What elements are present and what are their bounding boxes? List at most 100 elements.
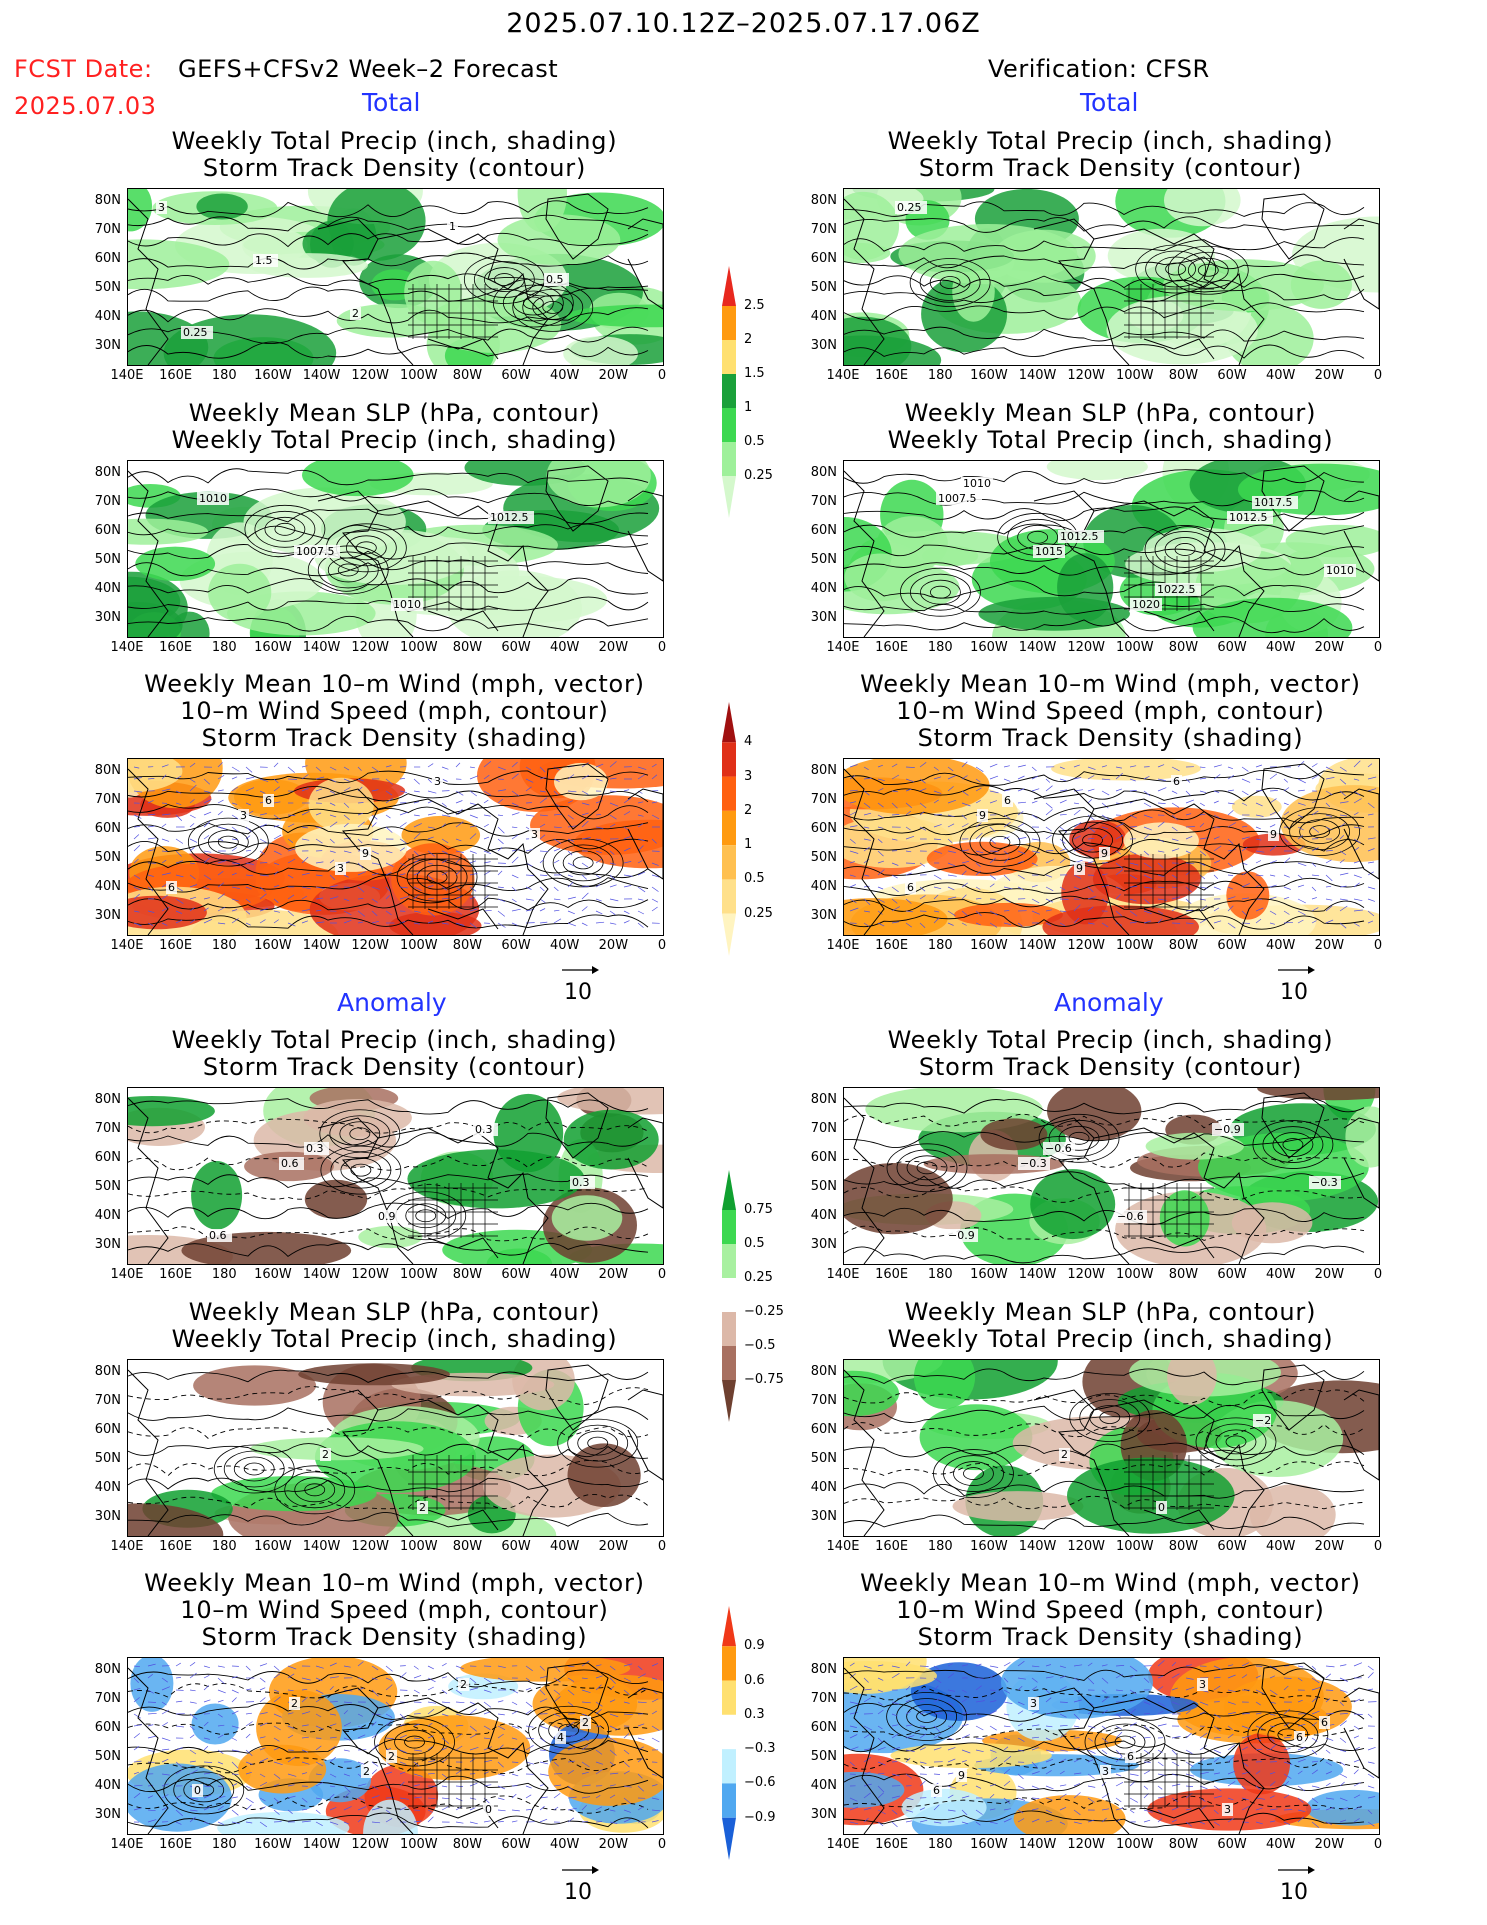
lon-label: 20W <box>598 640 629 655</box>
lat-label: 40N <box>94 1480 121 1495</box>
lon-label: 120W <box>1067 1837 1105 1852</box>
lon-label: 180 <box>927 640 953 655</box>
lat-label: 80N <box>94 465 121 480</box>
contour-label: −0.6 <box>1117 1210 1144 1223</box>
contour-label: 0.3 <box>306 1142 324 1155</box>
panel-title-line: 10–m Wind Speed (mph, contour) <box>896 1596 1325 1624</box>
lon-label: 60W <box>1217 640 1247 655</box>
lon-label: 80W <box>1168 1267 1199 1282</box>
lon-label: 0 <box>657 938 667 953</box>
fcst-date: 2025.07.03 <box>14 92 157 120</box>
lon-label: 20W <box>598 1539 629 1554</box>
lon-label: 100W <box>1115 938 1154 953</box>
lat-label: 60N <box>94 1150 121 1165</box>
panel-title-line: Storm Track Density (contour) <box>918 154 1303 182</box>
contour-label: 9 <box>1076 862 1083 875</box>
coastline-layer <box>844 193 1379 365</box>
lon-label: 100W <box>1115 1837 1154 1852</box>
vector-reference-label: 10 <box>1280 1880 1308 1905</box>
colorbar-swatch <box>722 1817 736 1860</box>
map-plot: 2 2 4 0 2 2 0 2 <box>128 1658 663 1834</box>
lon-label: 140E <box>826 938 860 953</box>
lon-label: 20W <box>1314 1267 1345 1282</box>
coastline-layer <box>128 1364 663 1536</box>
shading-layer <box>844 461 1379 637</box>
map-panel: 0.25 <box>843 188 1380 366</box>
lon-label: 160E <box>875 938 909 953</box>
lon-label: 120W <box>351 1539 389 1554</box>
colorbar-swatch <box>722 845 736 880</box>
contour-label: 2 <box>363 1765 370 1778</box>
colorbar-swatch <box>722 879 736 914</box>
colorbar <box>722 1606 736 1860</box>
contour-label: 3 <box>337 862 344 875</box>
lon-label: 140E <box>110 1267 144 1282</box>
panel-title-line: Weekly Total Precip (inch, shading) <box>887 426 1334 454</box>
map-plot: 0.25 <box>844 189 1379 365</box>
lon-label: 100W <box>1115 1539 1154 1554</box>
arrow-right-icon <box>1278 966 1315 974</box>
contour-label: −0.9 <box>1214 1123 1241 1136</box>
colorbar-swatch <box>722 776 736 811</box>
lon-label: 180 <box>211 1539 237 1554</box>
section-anomaly-right: Anomaly <box>1054 988 1164 1017</box>
panel-title-line: Weekly Total Precip (inch, shading) <box>171 1026 618 1054</box>
lat-label: 60N <box>810 251 837 266</box>
lon-label: 140E <box>110 640 144 655</box>
contour-label: 3 <box>1030 1697 1037 1710</box>
contour-label: 6 <box>1296 1731 1303 1744</box>
lon-label: 0 <box>657 640 667 655</box>
contour-label: 9 <box>1270 828 1277 841</box>
lon-label: 20W <box>1314 368 1345 383</box>
lon-label: 140W <box>302 1267 341 1282</box>
section-total-left: Total <box>362 88 421 117</box>
contour-label: 3 <box>158 201 165 214</box>
panel-title-line: 10–m Wind Speed (mph, contour) <box>180 697 609 725</box>
lat-label: 80N <box>810 763 837 778</box>
lon-label: 20W <box>598 368 629 383</box>
lat-label: 50N <box>94 850 121 865</box>
lon-label: 100W <box>1115 1267 1154 1282</box>
panel-title-line: 10–m Wind Speed (mph, contour) <box>180 1596 609 1624</box>
coastline-layer <box>844 1364 1379 1536</box>
lat-label: 30N <box>94 1807 121 1822</box>
colorbar-swatch <box>722 266 736 306</box>
main-title: 2025.07.10.12Z–2025.07.17.06Z <box>506 8 981 39</box>
arrow-right-icon <box>562 966 599 974</box>
lon-label: 120W <box>1067 640 1105 655</box>
colorbar-label: 0.25 <box>744 905 773 921</box>
map-plot: 9 9 6 9 6 6 9 <box>844 759 1379 935</box>
section-anomaly-left: Anomaly <box>337 988 447 1017</box>
colorbar-label: 0.75 <box>744 1202 773 1217</box>
colorbar-label: 0.5 <box>744 434 765 449</box>
colorbar-label: −0.75 <box>744 1372 784 1387</box>
lon-label: 60W <box>501 640 531 655</box>
lon-label: 160W <box>254 1539 292 1554</box>
lon-label: 80W <box>452 368 483 383</box>
lat-label: 70N <box>810 1121 837 1136</box>
lon-label: 140W <box>302 1837 341 1852</box>
vector-reference-arrow: 10 <box>560 1862 620 1905</box>
map-panel: 1007.5 1015 1020 1012.5 1010 1010 1012.5 1022.5… <box>843 460 1380 638</box>
contour-label: 0.3 <box>572 1176 590 1189</box>
panel-title: Weekly Mean 10–m Wind (mph, vector) 10–m … <box>803 1570 1418 1651</box>
lon-label: 40W <box>1266 1837 1296 1852</box>
lat-label: 70N <box>94 1691 121 1706</box>
lon-label: 140E <box>826 1837 860 1852</box>
coastline-layer <box>844 1662 1379 1834</box>
shading-layer <box>128 759 663 935</box>
vector-reference-arrow: 10 <box>1276 962 1336 1005</box>
panel-title: Weekly Mean 10–m Wind (mph, vector) 10–m … <box>87 1570 702 1651</box>
lon-label: 0 <box>657 368 667 383</box>
contour-label: 1010 <box>199 492 227 505</box>
panel-title-line: Weekly Mean 10–m Wind (mph, vector) <box>860 1569 1361 1597</box>
lat-label: 70N <box>810 1393 837 1408</box>
contour-label: 1020 <box>1132 598 1160 611</box>
lon-label: 60W <box>1217 1837 1247 1852</box>
lon-label: 80W <box>452 1539 483 1554</box>
lat-label: 40N <box>810 581 837 596</box>
lat-label: 50N <box>94 1749 121 1764</box>
colorbar-swatch <box>722 810 736 846</box>
coastline-layer <box>128 1092 663 1264</box>
